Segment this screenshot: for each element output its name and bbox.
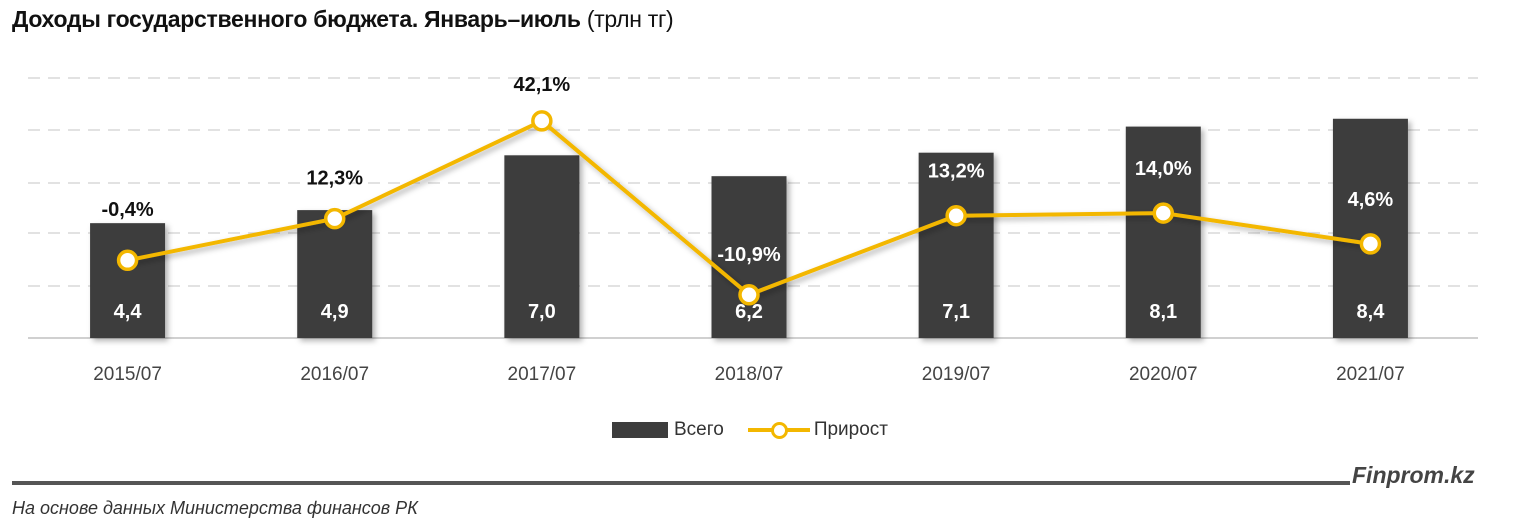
growth-value-label: 42,1% [513, 74, 570, 96]
growth-marker-2017/07 [531, 110, 553, 132]
x-tick-label: 2021/07 [1336, 364, 1405, 385]
x-tick-label: 2017/07 [508, 364, 577, 385]
growth-value-label: 14,0% [1135, 158, 1192, 180]
bar-2020/07 [1125, 126, 1201, 338]
legend-line-label: Прирост [813, 419, 889, 440]
bar-value-label: 7,1 [942, 301, 970, 323]
brand-logo: Finprom.kz [1352, 462, 1475, 488]
bar-series-total: 4,4 4,9 7,0 6,2 7,1 8,1 8,4 [90, 118, 1408, 338]
legend-line-swatch [747, 420, 810, 440]
bar-2021/07 [1332, 118, 1408, 338]
bar-value-label: 4,9 [321, 301, 349, 323]
bar-2019/07 [918, 152, 994, 338]
chart-title-unit: (трлн тг) [586, 6, 674, 32]
growth-value-label: -10,9% [717, 244, 781, 266]
chart-title: Доходы государственного бюджета. Январь–… [12, 6, 674, 33]
growth-marker-2020/07 [1152, 202, 1175, 224]
bar-2018/07 [711, 176, 787, 338]
legend-bar-label: Всего [674, 419, 724, 440]
growth-value-label: -0,4% [101, 199, 153, 221]
x-axis: 2015/07 2016/07 2017/07 2018/07 2019/07 2020/… [93, 364, 1405, 385]
growth-marker-2019/07 [945, 204, 967, 227]
growth-marker-2018/07 [738, 284, 760, 306]
legend: Всего Прирост [612, 419, 888, 441]
growth-marker-2015/07 [116, 249, 139, 272]
x-tick-label: 2016/07 [300, 364, 369, 385]
legend-bar-swatch [612, 422, 668, 438]
bar-2015/07 [90, 223, 166, 338]
growth-marker-2016/07 [323, 207, 346, 230]
x-tick-label: 2018/07 [715, 364, 784, 385]
growth-marker-2021/07 [1359, 233, 1382, 255]
x-tick-label: 2019/07 [922, 364, 991, 385]
bar-value-label: 6,2 [735, 301, 763, 323]
chart-title-main: Доходы государственного бюджета. Январь–… [12, 6, 581, 32]
bar-value-label: 7,0 [528, 301, 556, 323]
x-tick-label: 2015/07 [93, 364, 162, 385]
bar-value-label: 8,4 [1357, 301, 1386, 323]
bar-2016/07 [297, 210, 373, 338]
bar-value-label: 8,1 [1149, 301, 1177, 323]
growth-value-label: 4,6% [1348, 189, 1394, 211]
growth-value-label: 13,2% [928, 161, 985, 183]
x-tick-label: 2020/07 [1129, 364, 1198, 385]
source-note: На основе данных Министерства финансов Р… [12, 498, 418, 518]
bar-2017/07 [504, 155, 580, 338]
line-series-growth: -0,4% 12,3% 42,1% -10,9% 13,2% 14,0% 4,6% [101, 74, 1394, 306]
footer-divider [12, 481, 1350, 485]
bar-value-label: 4,4 [114, 301, 143, 323]
chart-plot: 4,4 4,9 7,0 6,2 7,1 8,1 8,4 -0,4% 12,3% 42,1% -10… [28, 74, 1478, 385]
growth-value-label: 12,3% [306, 168, 363, 190]
